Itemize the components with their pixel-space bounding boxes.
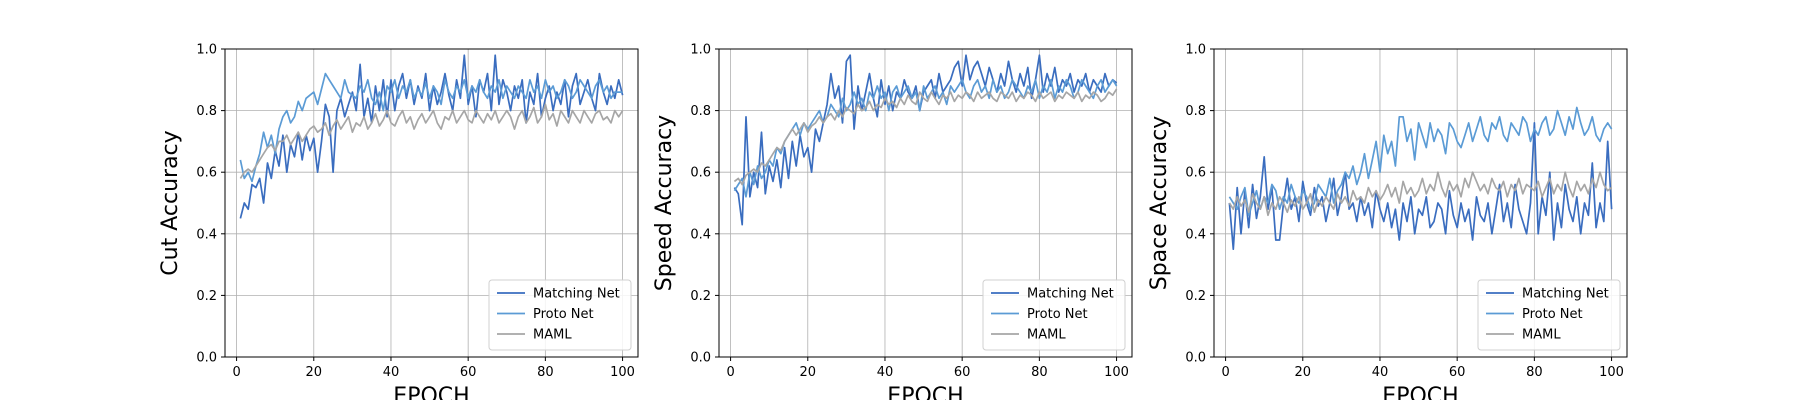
y-tick-label: 0.8 <box>690 104 711 119</box>
y-tick-label: 0.0 <box>1185 351 1206 366</box>
y-tick-label: 0.4 <box>690 227 711 242</box>
x-tick-label: 20 <box>306 365 323 380</box>
y-tick-label: 0.8 <box>1185 104 1206 119</box>
x-tick-label: 20 <box>1295 365 1312 380</box>
x-tick-label: 40 <box>1372 365 1389 380</box>
axes-frame <box>224 48 639 358</box>
y-tick-label: 0.4 <box>1185 227 1206 242</box>
x-tick-label: 100 <box>1104 365 1129 380</box>
series-line-proto-net <box>1228 106 1613 217</box>
chart-panel-3: 0 20 40 60 80 100 0.0 0.2 0.4 0.6 0.8 1.0 EPOCH Space… <box>1147 43 1628 400</box>
legend: Matching Net Proto Net MAML <box>982 279 1126 351</box>
x-tick-label: 80 <box>1031 365 1048 380</box>
x-tick-label: 40 <box>383 365 400 380</box>
x-axis-label: EPOCH <box>393 384 469 400</box>
x-tick-label: 100 <box>610 365 635 380</box>
y-axis-label: Speed Accuracy <box>652 115 677 291</box>
y-tick-label: 1.0 <box>196 43 217 58</box>
legend-label: Proto Net <box>1522 307 1583 322</box>
y-tick-label: 1.0 <box>1185 43 1206 58</box>
legend-label: Proto Net <box>1027 307 1088 322</box>
x-tick-label: 60 <box>460 365 477 380</box>
x-tick-label: 80 <box>537 365 554 380</box>
x-tick-label: 0 <box>232 365 240 380</box>
y-axis-label: Cut Accuracy <box>158 130 183 275</box>
series-line-maml <box>733 88 1118 186</box>
legend-label: Proto Net <box>533 307 594 322</box>
legend-label: MAML <box>533 328 572 343</box>
legend-box <box>982 279 1126 351</box>
x-tick-label: 0 <box>726 365 734 380</box>
legend-box <box>1477 279 1621 351</box>
legend-label: MAML <box>1027 328 1066 343</box>
x-axis-label: EPOCH <box>887 384 963 400</box>
x-tick-label: 20 <box>800 365 817 380</box>
chart-panel-2: 0 20 40 60 80 100 0.0 0.2 0.4 0.6 0.8 1.0 EPOCH Speed… <box>652 43 1133 400</box>
y-tick-label: 0.2 <box>1185 289 1206 304</box>
y-tick-label: 0.8 <box>196 104 217 119</box>
series-line-maml <box>239 103 624 179</box>
x-tick-label: 60 <box>1449 365 1466 380</box>
legend-label: MAML <box>1522 328 1561 343</box>
series-line-proto-net <box>239 72 623 183</box>
x-tick-label: 40 <box>877 365 894 380</box>
y-tick-label: 1.0 <box>690 43 711 58</box>
x-tick-label: 60 <box>954 365 971 380</box>
legend: Matching Net Proto Net MAML <box>1477 279 1621 351</box>
series-line-proto-net <box>733 78 1118 198</box>
x-axis-label: EPOCH <box>1382 384 1458 400</box>
legend-label: Matching Net <box>533 287 620 302</box>
legend-label: Matching Net <box>1522 287 1609 302</box>
series-line-matching-net <box>733 54 1118 226</box>
y-tick-label: 0.2 <box>196 289 217 304</box>
y-axis-label: Space Accuracy <box>1147 116 1172 290</box>
legend-label: Matching Net <box>1027 287 1114 302</box>
axes-frame <box>1213 48 1628 358</box>
series-line-maml <box>1228 171 1613 217</box>
legend-box <box>488 279 632 351</box>
y-tick-label: 0.2 <box>690 289 711 304</box>
x-tick-label: 100 <box>1599 365 1624 380</box>
y-tick-label: 0.6 <box>690 166 711 181</box>
y-tick-label: 0.0 <box>690 351 711 366</box>
y-tick-label: 0.6 <box>1185 166 1206 181</box>
chart-panel-1: 0 20 40 60 80 100 0.0 0.2 0.4 0.6 0.8 1.0 EPOCH Cut A… <box>158 43 639 400</box>
series-line-matching-net <box>239 54 624 219</box>
axes-frame <box>718 48 1133 358</box>
x-tick-label: 0 <box>1221 365 1229 380</box>
x-tick-label: 80 <box>1526 365 1543 380</box>
legend: Matching Net Proto Net MAML <box>488 279 632 351</box>
y-tick-label: 0.6 <box>196 166 217 181</box>
y-tick-label: 0.0 <box>196 351 217 366</box>
y-tick-label: 0.4 <box>196 227 217 242</box>
